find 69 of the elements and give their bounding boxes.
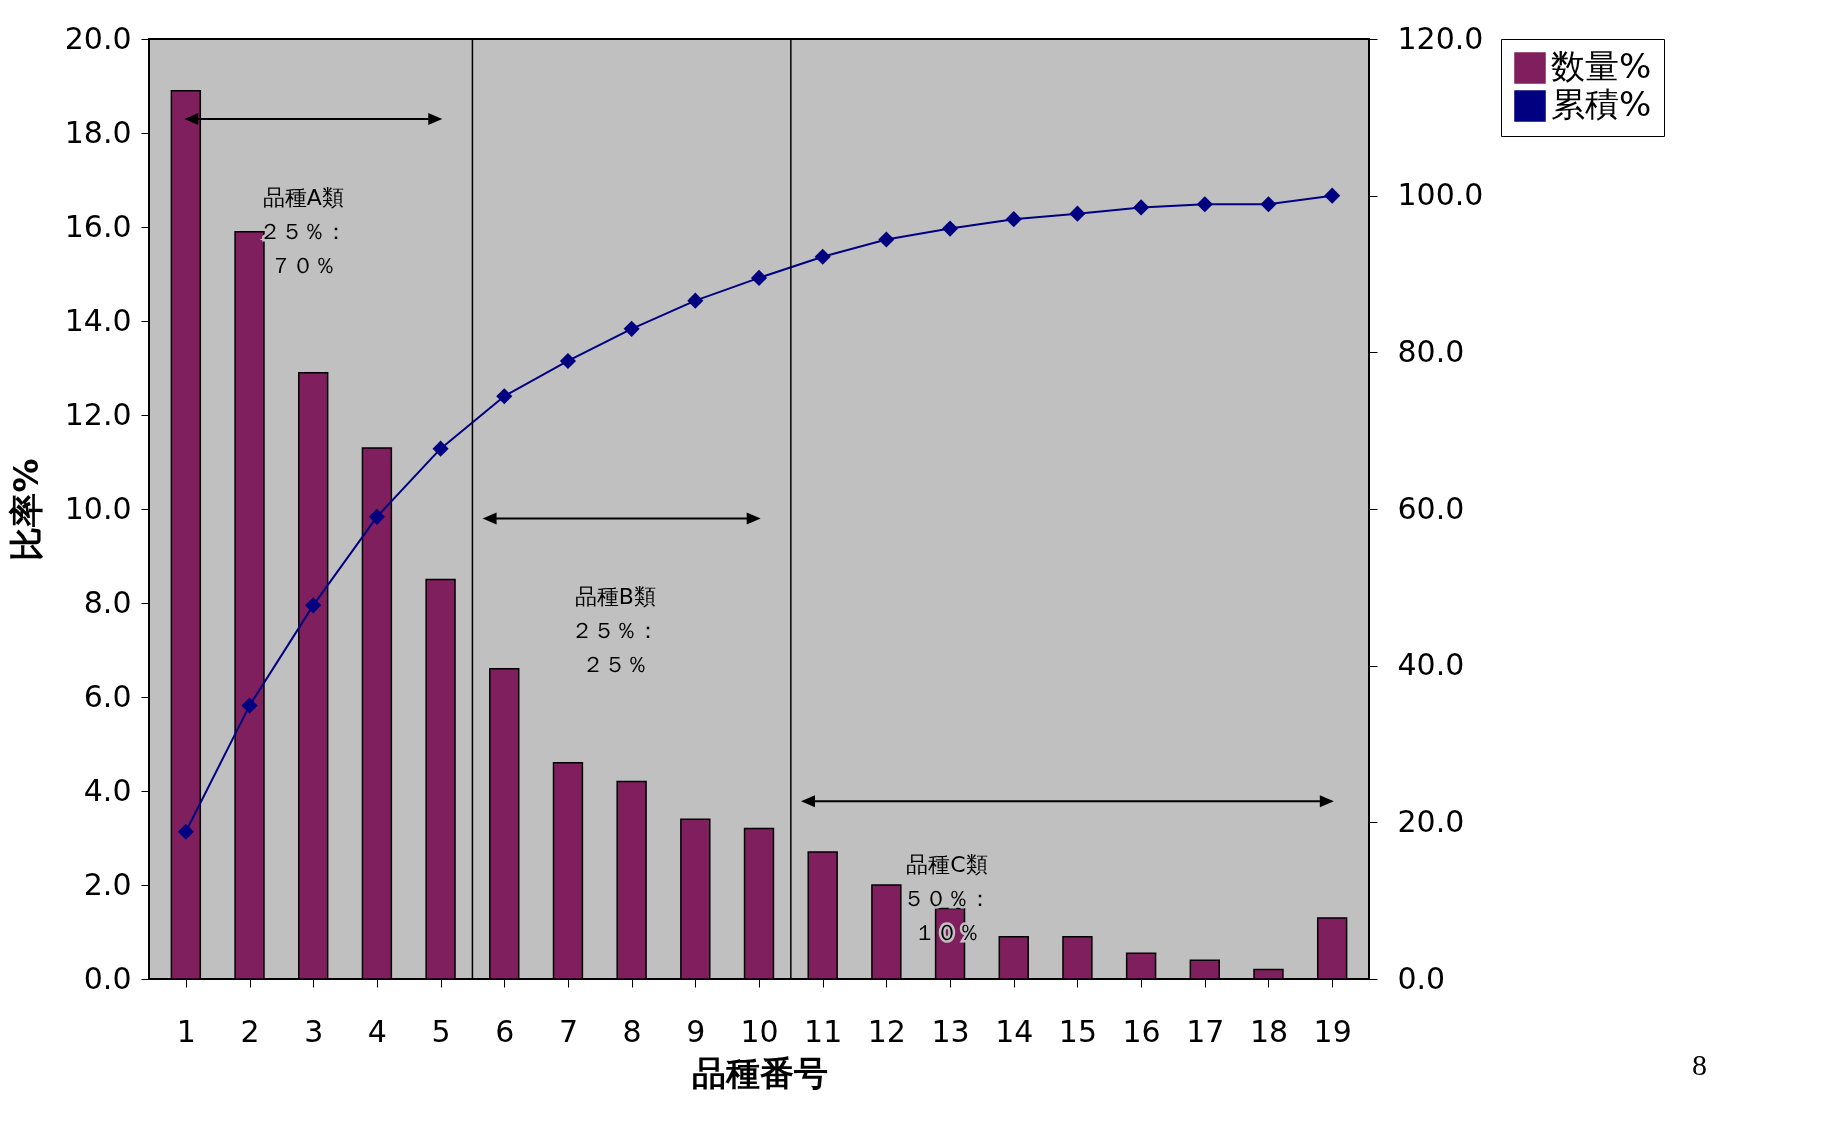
point <box>750 269 768 286</box>
y-tick-label: 8.0 <box>83 584 132 620</box>
y2-tick-label: 100.0 <box>1397 177 1484 213</box>
y-axis-title: 比率% <box>5 458 46 561</box>
x-tick-label: 4 <box>367 1013 387 1049</box>
point <box>878 231 895 248</box>
annotation: 品種C類 <box>906 852 988 878</box>
point <box>368 508 385 525</box>
x-tick-label: 16 <box>1122 1013 1161 1049</box>
point <box>305 597 322 614</box>
y-tick-label: 0.0 <box>83 960 132 996</box>
y-tick-label: 14.0 <box>64 302 132 338</box>
point <box>623 320 640 337</box>
x-tick-label: 18 <box>1249 1013 1289 1049</box>
x-tick-label: 8 <box>622 1013 642 1049</box>
x-tick-label: 10 <box>740 1013 779 1049</box>
point <box>559 352 577 370</box>
y-tick-label: 12.0 <box>64 396 132 432</box>
x-tick-label: 2 <box>240 1013 260 1049</box>
x-tick-label: 6 <box>495 1013 515 1049</box>
x-tick-label: 3 <box>304 1013 324 1049</box>
point <box>496 388 513 405</box>
x-axis-title: 品種番号 <box>691 1052 828 1093</box>
point <box>1324 187 1341 204</box>
y2-tick-label: 120.0 <box>1397 20 1484 56</box>
annotation: 品種A類 <box>262 184 344 210</box>
x-tick-label: 13 <box>931 1013 970 1049</box>
point <box>1133 199 1150 216</box>
point <box>814 248 831 265</box>
y2-tick-label: 40.0 <box>1397 647 1465 683</box>
x-tick-label: 1 <box>176 1013 196 1049</box>
point <box>241 697 258 714</box>
point <box>1005 211 1022 228</box>
point <box>1196 196 1213 213</box>
annotation: ２５％： <box>571 618 660 644</box>
y2-tick-label: 0.0 <box>1397 960 1446 996</box>
x-tick-label: 5 <box>431 1013 451 1049</box>
x-tick-label: 19 <box>1313 1013 1352 1049</box>
y-tick-label: 18.0 <box>64 114 132 150</box>
y-tick-label: 4.0 <box>83 772 132 808</box>
point <box>941 220 959 237</box>
x-tick-label: 17 <box>1186 1013 1225 1049</box>
y-tick-label: 2.0 <box>83 866 132 902</box>
text: 8 <box>1692 1048 1707 1082</box>
legend-label: 累積% <box>1551 84 1652 124</box>
annotation: ５０％： <box>903 886 992 912</box>
y-tick-label: 10.0 <box>64 490 132 526</box>
annotation: ２５％： <box>259 218 348 244</box>
point <box>1260 196 1277 213</box>
point <box>177 823 194 840</box>
x-tick-label: 15 <box>1058 1013 1098 1049</box>
y2-tick-label: 60.0 <box>1397 490 1465 526</box>
annotation: ７０％ <box>270 252 337 278</box>
point <box>432 440 449 457</box>
y2-tick-label: 80.0 <box>1397 333 1465 369</box>
x-tick-label: 11 <box>804 1013 843 1049</box>
y-tick-label: 16.0 <box>64 208 132 244</box>
point <box>1069 205 1086 222</box>
y-tick-label: 20.0 <box>64 20 132 56</box>
annotation: ２５％ <box>582 652 649 678</box>
x-tick-label: 14 <box>995 1013 1034 1049</box>
x-tick-label: 7 <box>558 1013 578 1049</box>
x-tick-label: 9 <box>686 1013 706 1049</box>
y2-tick-label: 20.0 <box>1397 803 1465 839</box>
point <box>687 292 704 309</box>
legend-label: 数量% <box>1551 46 1652 86</box>
y-tick-label: 6.0 <box>83 678 132 714</box>
x-tick-label: 12 <box>867 1013 906 1049</box>
annotation: 品種B類 <box>574 584 656 610</box>
